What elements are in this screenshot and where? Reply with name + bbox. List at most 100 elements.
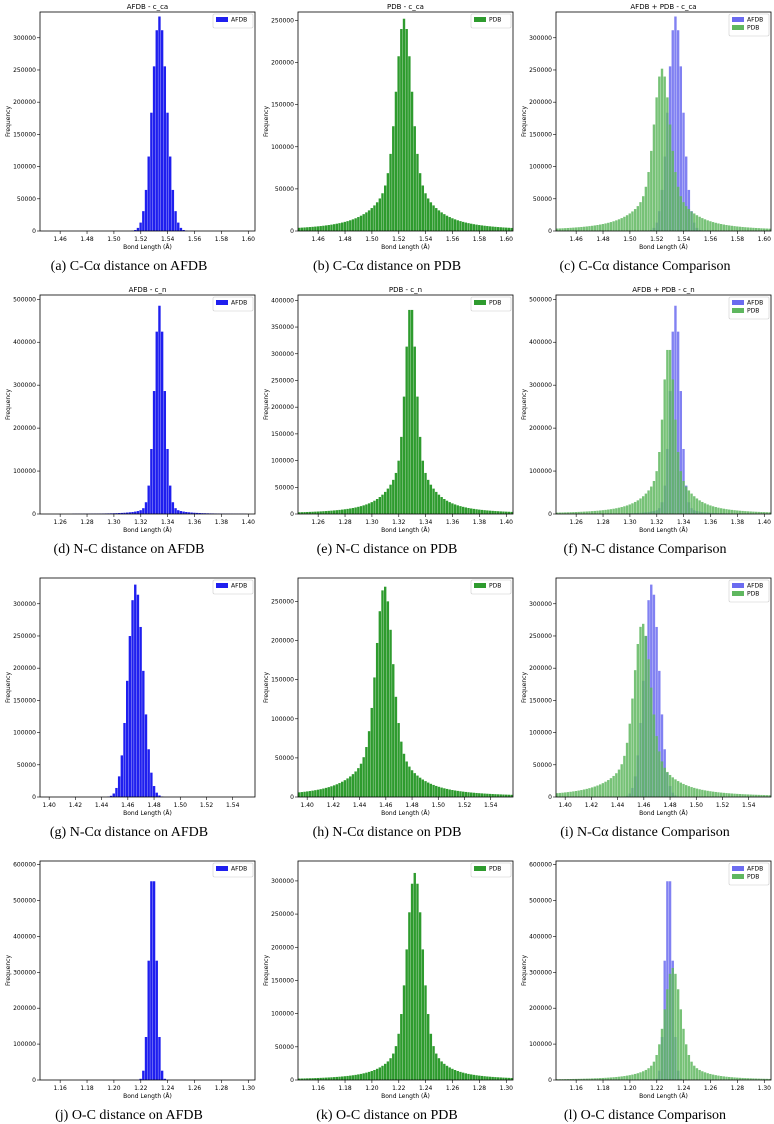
- bar-afdb: [142, 1071, 144, 1080]
- bar-pdb: [661, 761, 663, 797]
- bar-pdb: [688, 1055, 690, 1080]
- y-tick-label: 500000: [529, 296, 552, 303]
- bar-pdb: [384, 186, 386, 231]
- bar-pdb: [306, 227, 308, 231]
- x-tick-label: 1.52: [200, 802, 214, 809]
- bar-afdb: [153, 391, 155, 514]
- bar-afdb: [153, 66, 155, 231]
- bar-pdb: [365, 747, 367, 797]
- bar-afdb: [148, 961, 150, 1080]
- x-tick-label: 1.16: [53, 1085, 67, 1092]
- chart-title: AFDB - c_ca: [127, 3, 168, 11]
- bar-pdb: [320, 226, 322, 231]
- panel-caption: (c) C-Cα distance Comparison: [516, 259, 774, 275]
- bar-pdb: [505, 228, 507, 231]
- x-tick-label: 1.54: [226, 802, 240, 809]
- bar-pdb: [674, 172, 676, 231]
- bar-pdb: [467, 508, 469, 514]
- bar-pdb: [467, 792, 469, 797]
- y-tick-label: 200000: [529, 99, 552, 106]
- bar-pdb: [642, 624, 644, 797]
- bar-pdb: [381, 495, 383, 514]
- x-tick-label: 1.50: [174, 802, 188, 809]
- bar-pdb: [647, 659, 649, 797]
- bar-afdb: [177, 223, 179, 231]
- bar-pdb: [381, 193, 383, 231]
- bar-pdb: [604, 782, 606, 797]
- bar-pdb: [360, 216, 362, 231]
- bar-pdb: [338, 223, 340, 231]
- bar-pdb: [709, 505, 711, 514]
- x-tick-label: 1.20: [365, 1085, 379, 1092]
- bar-pdb: [309, 791, 311, 797]
- bar-pdb: [669, 125, 671, 231]
- bar-pdb: [449, 502, 451, 514]
- panel-caption: (g) N-Cα distance on AFDB: [0, 825, 258, 841]
- bar-pdb: [454, 219, 456, 231]
- x-tick-label: 1.26: [704, 1085, 718, 1092]
- x-tick-label: 1.50: [107, 236, 121, 243]
- bar-pdb: [475, 225, 477, 231]
- bar-pdb: [363, 1073, 365, 1080]
- bar-pdb: [696, 498, 698, 514]
- bar-pdb: [508, 228, 510, 231]
- x-tick-label: 1.48: [405, 802, 419, 809]
- bar-pdb: [626, 1076, 628, 1080]
- bar-pdb: [424, 985, 426, 1080]
- legend-swatch: [474, 583, 486, 588]
- y-axis-label: Frequency: [521, 672, 528, 703]
- bar-pdb: [578, 227, 580, 231]
- bar-pdb: [720, 793, 722, 797]
- bar-pdb: [677, 187, 679, 231]
- bar-pdb: [360, 764, 362, 797]
- bar-pdb: [473, 1075, 475, 1080]
- bar-pdb: [682, 481, 684, 514]
- y-tick-label: 200000: [13, 99, 36, 106]
- bar-pdb: [618, 508, 620, 514]
- bar-pdb: [709, 221, 711, 231]
- bar-pdb: [322, 511, 324, 514]
- bar-afdb: [174, 508, 176, 514]
- x-tick-label: 1.24: [677, 1085, 691, 1092]
- bar-pdb: [610, 778, 612, 797]
- bar-pdb: [438, 495, 440, 514]
- x-tick-label: 1.54: [419, 236, 433, 243]
- x-axis-label: Bond Length (Å): [381, 810, 430, 817]
- bar-pdb: [416, 154, 418, 231]
- bar-pdb: [661, 1029, 663, 1080]
- bar-pdb: [701, 790, 703, 797]
- bar-pdb: [739, 511, 741, 514]
- bar-pdb: [438, 210, 440, 231]
- bar-pdb: [637, 206, 639, 231]
- x-tick-label: 1.26: [188, 1085, 202, 1092]
- x-tick-label: 1.16: [569, 1085, 583, 1092]
- bar-pdb: [747, 227, 749, 231]
- bar-pdb: [733, 794, 735, 797]
- bar-pdb: [443, 1064, 445, 1080]
- bar-pdb: [604, 510, 606, 514]
- x-tick-label: 1.58: [473, 236, 487, 243]
- bar-pdb: [674, 779, 676, 797]
- bar-pdb: [500, 227, 502, 231]
- bar-pdb: [634, 502, 636, 514]
- x-tick-label: 1.54: [677, 236, 691, 243]
- y-tick-label: 300000: [13, 35, 36, 42]
- x-tick-label: 1.26: [53, 519, 67, 526]
- bar-pdb: [607, 780, 609, 797]
- bar-pdb: [596, 225, 598, 231]
- bar-pdb: [427, 198, 429, 231]
- bar-pdb: [712, 506, 714, 514]
- y-tick-label: 0: [290, 511, 294, 518]
- bar-pdb: [411, 770, 413, 797]
- bar-pdb: [435, 1054, 437, 1080]
- y-tick-label: 200000: [13, 425, 36, 432]
- bar-pdb: [588, 511, 590, 514]
- bar-pdb: [610, 509, 612, 514]
- x-tick-label: 1.42: [327, 802, 341, 809]
- bar-afdb: [150, 449, 152, 514]
- bar-pdb: [736, 510, 738, 514]
- bar-afdb: [161, 332, 163, 514]
- bar-pdb: [647, 1068, 649, 1080]
- x-tick-label: 1.26: [311, 519, 325, 526]
